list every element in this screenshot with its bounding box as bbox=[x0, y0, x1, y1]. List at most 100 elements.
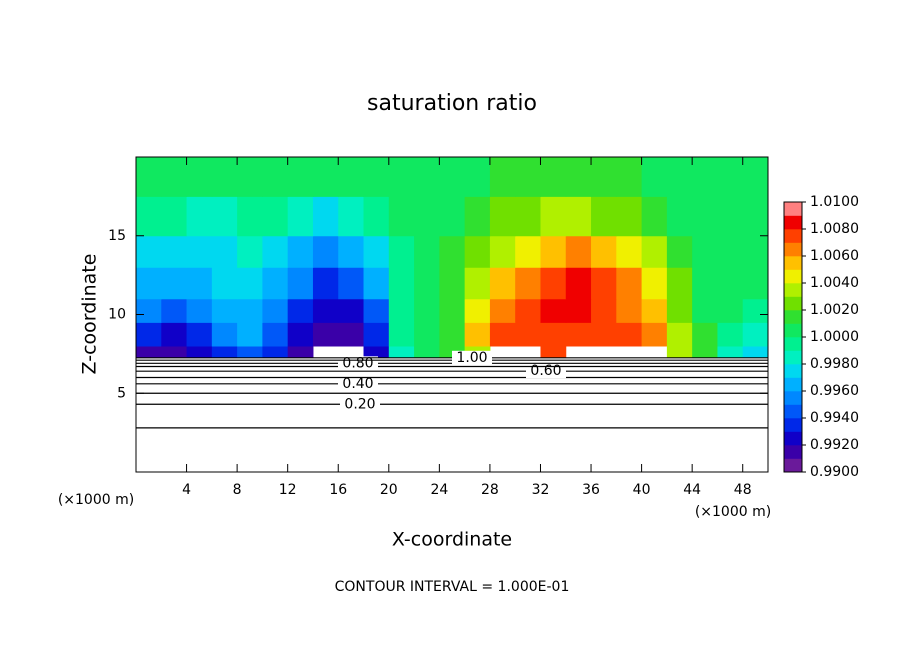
contour-label-bg bbox=[452, 350, 492, 365]
field-cell bbox=[717, 235, 744, 268]
colorbar-band bbox=[784, 431, 802, 446]
field-cell bbox=[540, 267, 567, 300]
contour-label-bg bbox=[526, 364, 566, 379]
field-cell bbox=[186, 235, 213, 268]
field-cell bbox=[641, 298, 668, 323]
field-cell bbox=[186, 157, 213, 197]
field-cell bbox=[616, 235, 643, 268]
field-cell bbox=[363, 346, 390, 358]
field-cell bbox=[262, 267, 289, 300]
field-cell bbox=[262, 235, 289, 268]
colorbar-band bbox=[784, 337, 802, 351]
field-cell bbox=[136, 346, 162, 358]
field-cell bbox=[312, 235, 339, 268]
field-cell bbox=[565, 196, 592, 237]
x-tick-label: 12 bbox=[279, 482, 297, 498]
x-tick-label: 8 bbox=[233, 482, 242, 498]
contour-label-bg bbox=[338, 376, 378, 391]
colorbar-tick-label: 1.0100 bbox=[810, 194, 859, 210]
field-cell bbox=[211, 298, 238, 323]
field-cell bbox=[540, 235, 567, 268]
field-cell bbox=[540, 298, 567, 323]
field-cell bbox=[161, 196, 188, 237]
colorbar-band bbox=[784, 202, 802, 216]
field-cell bbox=[666, 322, 693, 347]
colorbar-band bbox=[784, 391, 802, 405]
field-cell bbox=[136, 157, 162, 197]
field-cell bbox=[136, 235, 162, 268]
field-cell bbox=[717, 346, 744, 358]
field-cell bbox=[414, 267, 440, 300]
field-cell bbox=[717, 267, 744, 300]
field-cell bbox=[515, 298, 541, 323]
contour-label: 0.40 bbox=[342, 376, 373, 392]
field-cell bbox=[489, 157, 516, 197]
field-cell bbox=[388, 157, 415, 197]
field-cell bbox=[666, 196, 693, 237]
field-cell bbox=[439, 267, 466, 300]
colorbar-band bbox=[784, 458, 802, 473]
colorbar-band bbox=[784, 445, 802, 459]
field-cell bbox=[515, 235, 541, 268]
colorbar-tick-label: 0.9980 bbox=[810, 356, 859, 372]
field-cell bbox=[414, 346, 440, 358]
field-cell bbox=[742, 157, 769, 197]
field-cell bbox=[692, 196, 718, 237]
colorbar-band bbox=[784, 283, 802, 297]
field-cell bbox=[237, 196, 263, 237]
field-cell bbox=[287, 267, 314, 300]
field-cell bbox=[363, 322, 390, 347]
field-cell bbox=[591, 322, 617, 347]
field-cell bbox=[742, 235, 769, 268]
contour-label: 0.20 bbox=[344, 396, 375, 412]
x-axis-label: X-coordinate bbox=[392, 529, 512, 551]
field-cell bbox=[692, 298, 718, 323]
field-cell bbox=[262, 157, 289, 197]
field-cell bbox=[464, 157, 491, 197]
field-cell bbox=[338, 298, 365, 323]
colorbar-band bbox=[784, 269, 802, 284]
field-cell bbox=[237, 346, 263, 358]
field-cell bbox=[692, 267, 718, 300]
field-cell bbox=[742, 322, 769, 347]
field-cell bbox=[742, 298, 769, 323]
field-cell bbox=[161, 346, 188, 358]
field-cell bbox=[312, 196, 339, 237]
field-cell bbox=[464, 298, 491, 323]
field-cell bbox=[414, 235, 440, 268]
field-cell bbox=[414, 298, 440, 323]
x-tick-label: 32 bbox=[532, 482, 550, 498]
field-cell bbox=[211, 196, 238, 237]
colorbar-band bbox=[784, 323, 802, 338]
field-cell bbox=[641, 322, 668, 347]
x-unit: (×1000 m) bbox=[695, 504, 771, 520]
field-cell bbox=[237, 298, 263, 323]
field-cell bbox=[616, 157, 643, 197]
colorbar-tick-label: 1.0040 bbox=[810, 275, 859, 291]
y-tick-label: 5 bbox=[117, 385, 126, 401]
field-cell bbox=[616, 267, 643, 300]
field-cell bbox=[641, 157, 668, 197]
field-cell bbox=[237, 267, 263, 300]
field-cell bbox=[414, 322, 440, 347]
field-cell bbox=[388, 298, 415, 323]
field-cell bbox=[464, 267, 491, 300]
contour-label: 1.00 bbox=[456, 350, 487, 366]
field-cell bbox=[363, 298, 390, 323]
field-cell bbox=[414, 157, 440, 197]
field-cell bbox=[489, 196, 516, 237]
field-cell bbox=[616, 196, 643, 237]
field-cell bbox=[616, 298, 643, 323]
field-cell bbox=[237, 322, 263, 347]
field-cell bbox=[489, 298, 516, 323]
field-cell bbox=[287, 157, 314, 197]
colorbar-band bbox=[784, 296, 802, 311]
colorbar-tick-label: 1.0060 bbox=[810, 248, 859, 264]
field-cell bbox=[211, 157, 238, 197]
colorbar-tick-label: 1.0020 bbox=[810, 302, 859, 318]
field-cell bbox=[161, 298, 188, 323]
field-cell bbox=[515, 322, 541, 347]
field-cell bbox=[439, 196, 466, 237]
field-cell bbox=[692, 322, 718, 347]
